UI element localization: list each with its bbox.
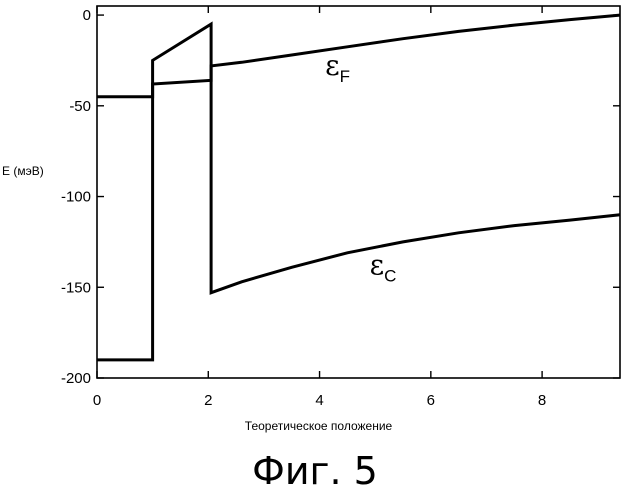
annotation-eps-c-subscript: C (384, 267, 396, 286)
series-line-0 (97, 15, 620, 97)
y-tick-label-0: 0 (83, 7, 91, 24)
x-axis-label: Теоретическое положение (245, 419, 393, 433)
series-line-1 (97, 24, 620, 360)
figure-caption: Фиг. 5 (0, 448, 630, 494)
y-tick-label-1: -50 (69, 98, 91, 115)
chart: 024680-50-100-150-200 εF εC Теоретическо… (0, 0, 630, 448)
x-tick-label-3: 6 (427, 392, 435, 409)
y-tick-label-2: -100 (61, 189, 91, 206)
x-tick-label-1: 2 (204, 392, 212, 409)
y-tick-label-4: -200 (61, 370, 91, 387)
annotation-eps-f-subscript: F (340, 67, 350, 86)
annotation-eps-f-symbol: ε (325, 49, 340, 82)
annotation-eps-c: εC (370, 249, 397, 286)
x-tick-label-2: 4 (315, 392, 323, 409)
annotation-eps-c-symbol: ε (370, 249, 385, 282)
x-tick-label-0: 0 (93, 392, 101, 409)
annotation-eps-f: εF (325, 49, 350, 86)
y-tick-label-3: -150 (61, 279, 91, 296)
x-tick-label-4: 8 (538, 392, 546, 409)
plot-frame (97, 6, 620, 378)
series-layer (97, 15, 620, 360)
y-axis-label: E (мэВ) (2, 164, 44, 178)
